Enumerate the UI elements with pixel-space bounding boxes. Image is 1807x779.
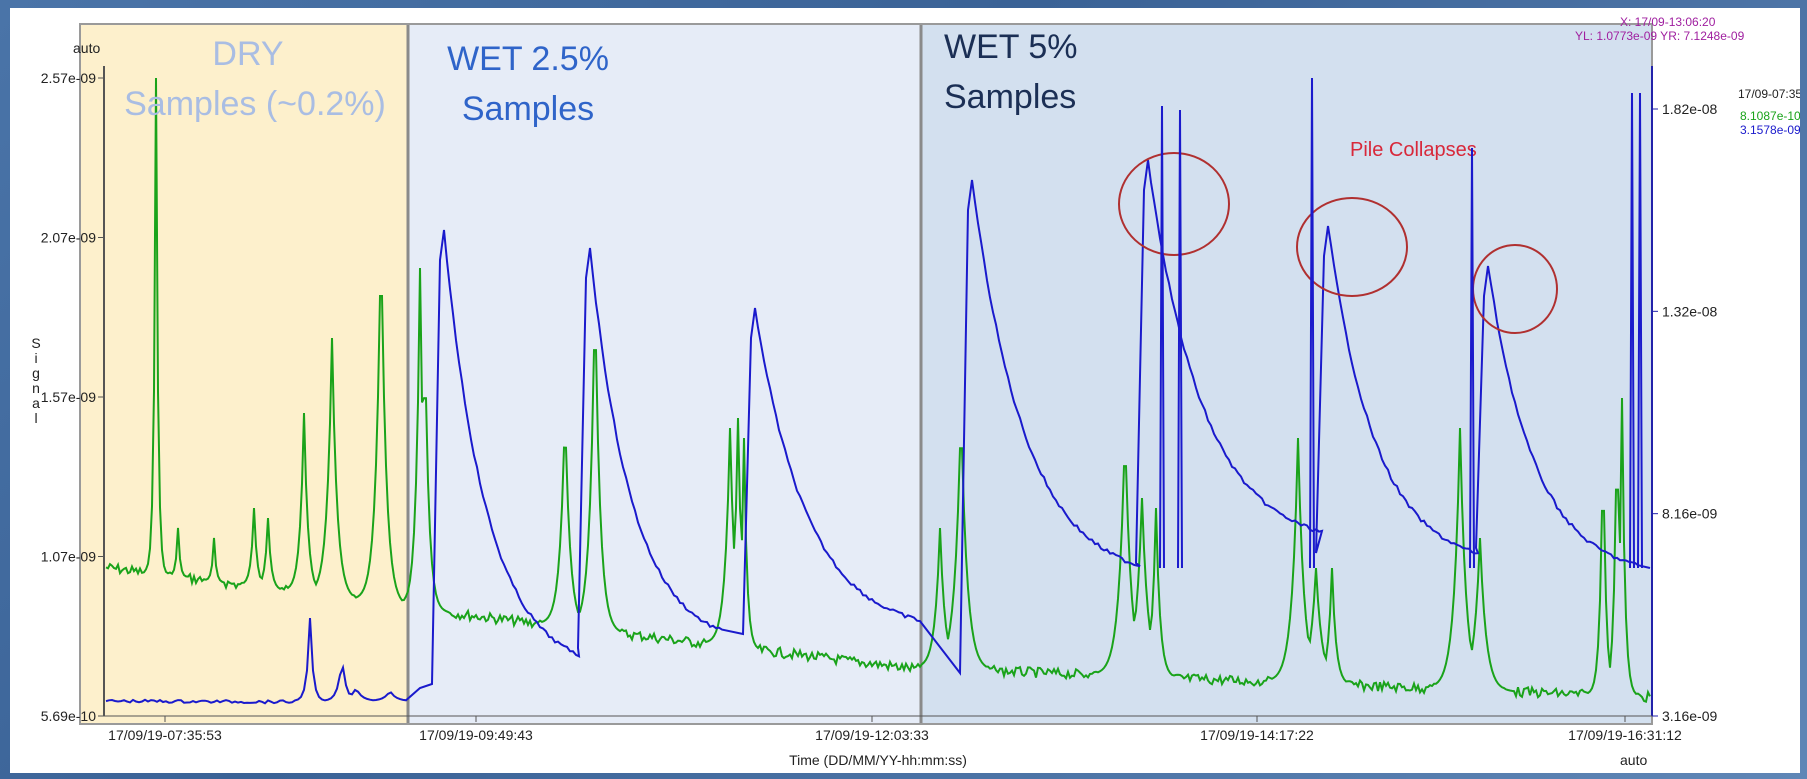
x-axis-label: Time (DD/MM/YY-hh:mm:ss) (789, 752, 967, 768)
collapse-circle-1 (1118, 152, 1230, 256)
x-axis-ticks: 17/09/19-07:35:53 17/09/19-09:49:43 17/09/… (108, 716, 1682, 743)
y-label-letter: n (32, 380, 40, 396)
dry-title: DRY (212, 35, 283, 73)
wet-5-title: WET 5% (944, 28, 1078, 66)
left-tick-label: 1.57e-09 (41, 389, 96, 405)
cursor-y-readout: YL: 1.0773e-09 YR: 7.1248e-09 (1575, 29, 1745, 43)
collapse-circle-2 (1296, 197, 1408, 297)
y-label-letter: l (34, 410, 37, 426)
wet-5-subtitle: Samples (944, 78, 1076, 116)
blue-spike (1177, 109, 1183, 569)
right-tick-label: 8.16e-09 (1662, 506, 1717, 522)
blue-spike (1159, 105, 1165, 569)
left-tick-label: 2.07e-09 (41, 230, 96, 246)
right-tick-label: 1.82e-08 (1662, 101, 1717, 117)
dry-region (80, 24, 408, 724)
right-axis-ticks: 3.16e-09 8.16e-09 1.32e-08 1.82e-08 (1652, 101, 1717, 724)
left-axis-ticks: 5.69e-10 1.07e-09 1.57e-09 2.07e-09 2.57e-09 (41, 70, 104, 724)
cursor-x-readout: X: 17/09-13:06:20 (1620, 15, 1716, 29)
left-tick-label: 1.07e-09 (41, 549, 96, 565)
bottom-right-auto-label: auto (1620, 752, 1647, 768)
legend-green-entry: 8.1087e-10:L (1740, 109, 1800, 123)
wet-2-5-region (408, 24, 921, 724)
x-tick-label: 17/09/19-14:17:22 (1200, 727, 1314, 743)
y-label-letter: a (32, 395, 40, 411)
wet-2-5-subtitle: Samples (462, 90, 594, 128)
blue-spike (1469, 147, 1475, 569)
x-tick-label: 17/09/19-16:31:12 (1568, 727, 1682, 743)
left-tick-label: 5.69e-10 (41, 708, 96, 724)
left-tick-label: 2.57e-09 (41, 70, 96, 86)
y-label-letter: g (32, 365, 40, 381)
dry-subtitle: Samples (~0.2%) (124, 85, 386, 123)
x-tick-label: 17/09/19-12:03:33 (815, 727, 929, 743)
chart-panel: 5.69e-10 1.07e-09 1.57e-09 2.07e-09 2.57e-09… (10, 8, 1807, 773)
signal-time-chart: 5.69e-10 1.07e-09 1.57e-09 2.07e-09 2.57e-09… (31, 15, 1807, 768)
y-label-letter: S (31, 335, 40, 351)
blue-spike (1637, 92, 1643, 569)
blue-series-line (105, 159, 1651, 705)
wet-5-region (921, 24, 1652, 724)
blue-spike (1629, 92, 1635, 569)
pile-collapses-label: Pile Collapses (1350, 139, 1477, 161)
legend-time: 17/09-07:35:5 (1738, 87, 1800, 101)
green-series-line (105, 77, 1651, 704)
legend-blue-entry: 3.1578e-09:R (1740, 123, 1800, 137)
right-tick-label: 3.16e-09 (1662, 708, 1717, 724)
right-tick-label: 1.32e-08 (1662, 303, 1717, 319)
x-tick-label: 17/09/19-07:35:53 (108, 727, 222, 743)
y-label-letter: i (34, 350, 37, 366)
wet-2-5-title: WET 2.5% (447, 40, 609, 78)
blue-spike (1309, 77, 1315, 569)
left-axis-auto-label: auto (73, 40, 100, 56)
x-tick-label: 17/09/19-09:49:43 (419, 727, 533, 743)
